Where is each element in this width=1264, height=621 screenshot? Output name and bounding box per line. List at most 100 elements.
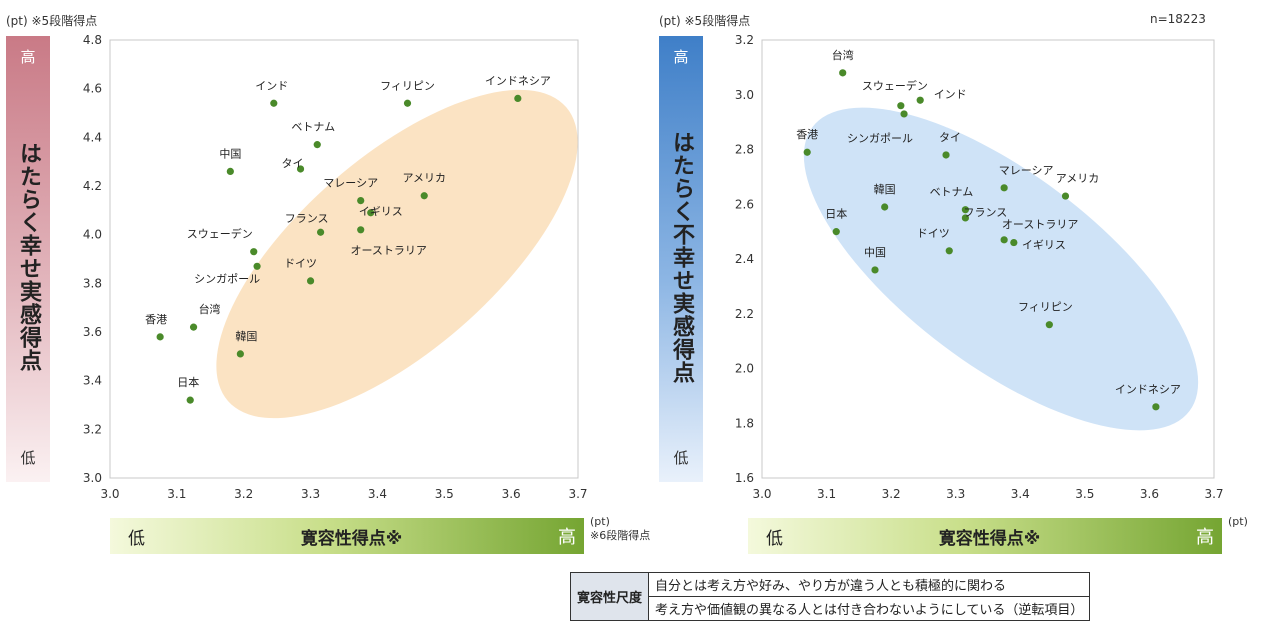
right-x-axis-title: 寛容性得点※: [938, 528, 1041, 549]
left-x-axis-bar: 低 寛容性得点※ 高: [110, 518, 584, 554]
point-label: アメリカ: [1056, 172, 1099, 185]
point-label: 台湾: [832, 48, 854, 62]
x-tick-label: 3.3: [301, 487, 320, 501]
y-tick-label: 3.2: [735, 33, 754, 47]
x-tick-label: 3.6: [1140, 487, 1159, 501]
point-label: ベトナム: [930, 186, 974, 199]
data-point: [306, 277, 315, 285]
point-label: インド: [255, 79, 288, 92]
data-point: [1000, 236, 1008, 244]
point-label: スウェーデン: [862, 79, 928, 93]
table-cell: 考え方や価値観の異なる人とは付き合わないようにしている（逆転項目）: [648, 596, 1091, 621]
right-x-low-label: 低: [766, 528, 783, 549]
point-label: イギリス: [359, 205, 403, 218]
data-point: [832, 228, 840, 236]
data-point: [916, 96, 924, 104]
x-tick-label: 3.5: [1075, 487, 1094, 501]
x-tick-label: 3.7: [568, 487, 587, 501]
data-point: [945, 247, 953, 255]
point-label: オーストラリア: [350, 244, 426, 257]
point-label: フィリピン: [380, 79, 435, 92]
data-point: [226, 167, 234, 175]
right-unit-note: (pt) ※5段階得点: [659, 14, 751, 28]
point-label: シンガポール: [847, 132, 913, 145]
point-label: マレーシア: [999, 164, 1054, 177]
point-label: 香港: [145, 313, 167, 326]
left-y-axis-bar: 高 はたらく幸せ実感得点 低: [6, 36, 50, 482]
data-point: [881, 203, 889, 211]
point-label: スウェーデン: [187, 227, 253, 241]
point-label: 中国: [219, 147, 241, 160]
data-point: [253, 262, 261, 270]
left-y-high-label: 高: [20, 48, 36, 66]
data-point: [270, 99, 278, 107]
right-y-high-label: 高: [673, 48, 689, 66]
y-tick-label: 4.4: [83, 130, 102, 144]
data-point: [1010, 238, 1018, 247]
data-point: [1061, 192, 1070, 200]
y-tick-label: 3.8: [83, 276, 102, 290]
data-point: [403, 99, 412, 107]
right-y-low-label: 低: [673, 449, 689, 467]
x-tick-label: 3.0: [752, 487, 771, 501]
point-label: インドネシア: [1115, 383, 1181, 396]
y-tick-label: 1.6: [735, 471, 754, 485]
point-label: インド: [934, 88, 967, 101]
data-point: [514, 94, 522, 102]
x-tick-label: 3.0: [100, 487, 119, 501]
point-label: 日本: [825, 207, 847, 221]
y-tick-label: 2.0: [735, 362, 754, 376]
point-label: ドイツ: [284, 257, 317, 270]
y-tick-label: 3.0: [83, 471, 102, 485]
left-x-axis-title: 寛容性得点※: [300, 528, 403, 549]
data-point: [186, 396, 194, 404]
point-label: インドネシア: [485, 74, 551, 87]
point-label: フランス: [964, 206, 1008, 219]
data-point: [961, 206, 969, 214]
data-point: [1000, 184, 1008, 192]
right-y-axis-title: はたらく不幸せ実感得点: [669, 130, 694, 384]
data-point: [296, 165, 305, 173]
x-tick-label: 3.5: [435, 487, 454, 501]
x-tick-label: 3.3: [946, 487, 965, 501]
x-tick-label: 3.1: [817, 487, 836, 501]
point-label: 日本: [177, 375, 199, 389]
point-label: オーストラリア: [1002, 218, 1078, 231]
point-label: タイ: [282, 157, 304, 170]
data-point: [803, 148, 811, 156]
point-label: 韓国: [874, 183, 896, 196]
y-tick-label: 3.6: [83, 325, 102, 339]
y-tick-label: 4.8: [83, 33, 102, 47]
cluster-ellipse: [216, 89, 578, 419]
table-row: 寛容性尺度 自分とは考え方や好み、やり方が違う人とも積極的に関わる: [569, 572, 1091, 621]
y-tick-label: 4.2: [83, 179, 102, 193]
left-y-low-label: 低: [20, 449, 36, 467]
y-tick-label: 3.4: [83, 374, 102, 388]
data-point: [871, 266, 879, 274]
data-point: [897, 102, 905, 110]
y-tick-label: 2.2: [735, 307, 754, 321]
data-point: [236, 350, 244, 358]
table-row: 考え方や価値観の異なる人とは付き合わないようにしている（逆転項目）: [571, 596, 1091, 621]
point-label: シンガポール: [194, 272, 260, 285]
left-scatter-chart: 3.0 3.2 3.4 3.6 3.8 4.0 4.2 4.4 4.6 4.8 3.0 3.1 3.2 3…: [83, 33, 588, 501]
point-label: 中国: [864, 246, 886, 259]
n-label: n=18223: [1150, 12, 1206, 26]
table-head-cell: 寛容性尺度: [569, 572, 650, 621]
data-point: [313, 141, 321, 149]
x-tick-label: 3.6: [502, 487, 521, 501]
x-tick-label: 3.4: [1011, 487, 1030, 501]
x-tick-label: 3.2: [234, 487, 253, 501]
data-point: [1152, 403, 1160, 411]
data-point: [250, 248, 258, 256]
left-x-high-label: 高: [558, 527, 576, 548]
x-tick-label: 3.4: [368, 487, 387, 501]
y-tick-label: 3.0: [735, 88, 754, 102]
tolerance-scale-table: 寛容性尺度 自分とは考え方や好み、やり方が違う人とも積極的に関わる 考え方や価値…: [569, 572, 1091, 621]
point-label: ベトナム: [291, 121, 335, 134]
data-point: [942, 151, 950, 159]
point-label: 韓国: [235, 330, 257, 343]
left-unit-note: (pt) ※5段階得点: [6, 14, 98, 28]
y-tick-label: 4.0: [83, 228, 102, 242]
point-label: フィリピン: [1018, 301, 1073, 314]
